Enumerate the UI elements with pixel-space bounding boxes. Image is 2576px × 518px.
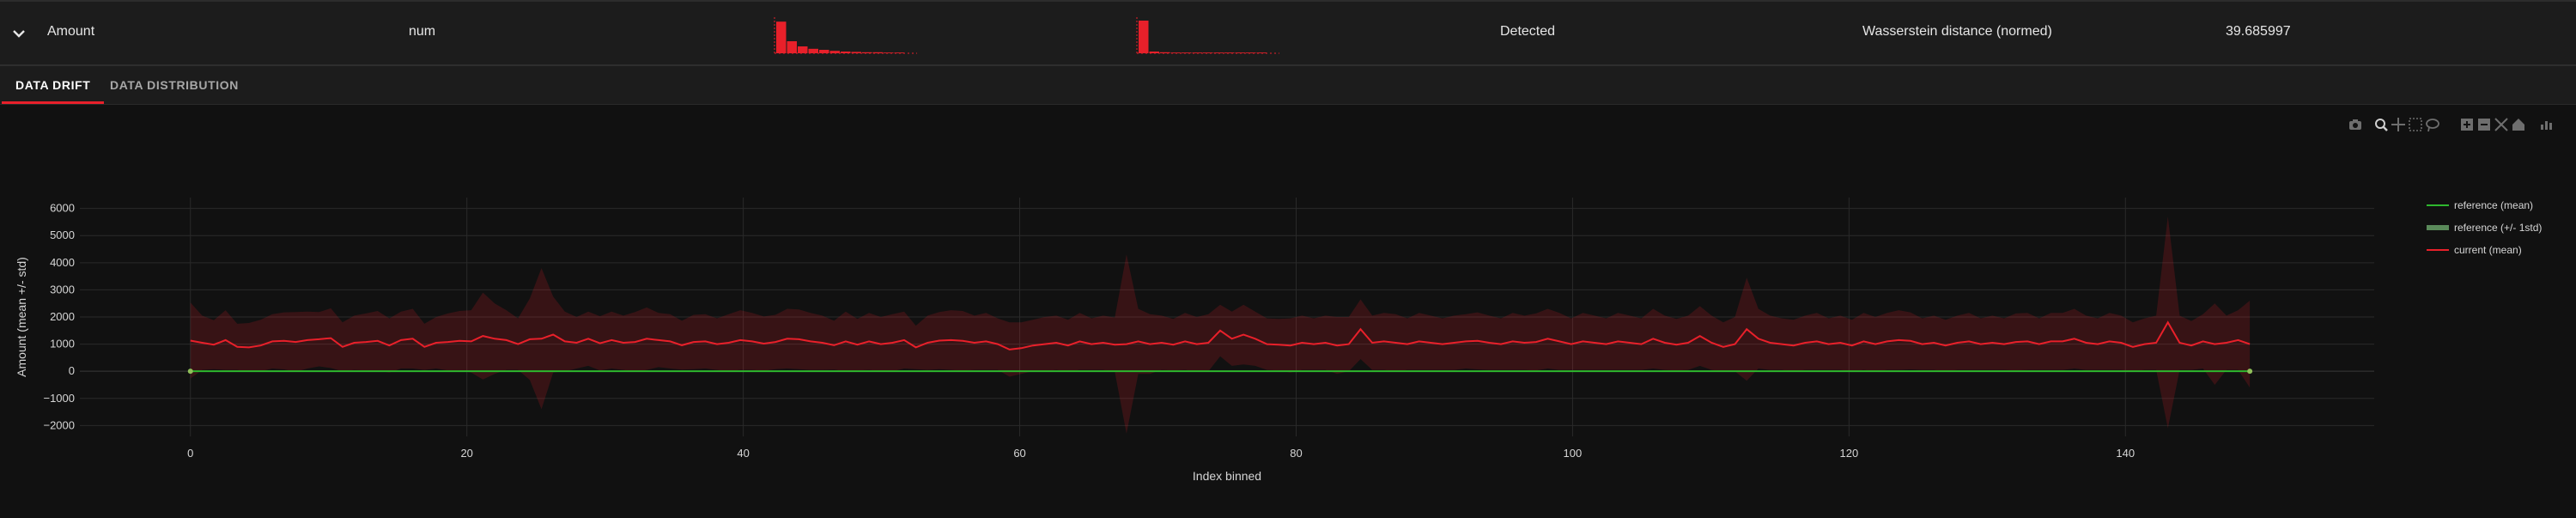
reference-hist-bar: [776, 21, 787, 53]
reference-mean-markers: [187, 369, 2253, 375]
current-hist-bar: [1256, 52, 1267, 53]
x-axis-label: Index binned: [1193, 469, 1261, 483]
feature-name: Amount: [47, 24, 95, 39]
plot-modebar: [2348, 117, 2562, 134]
chevron-down-icon[interactable]: [10, 24, 27, 43]
camera-icon[interactable]: [2348, 117, 2363, 132]
y-tick-label: 3000: [50, 283, 75, 296]
current-hist-bar: [1246, 52, 1256, 53]
legend-label[interactable]: reference (+/- 1std): [2454, 222, 2542, 234]
reference-hist-bar: [894, 52, 904, 53]
x-tick-label: 100: [1564, 447, 1583, 460]
reference-hist-bar: [798, 46, 808, 53]
y-tick-label: 2000: [50, 310, 75, 323]
tab-data-drift[interactable]: DATA DRIFT: [2, 66, 105, 104]
current-hist-bar: [1213, 52, 1224, 53]
y-tick-label: 0: [69, 364, 75, 377]
tab-bar: DATA DRIFT DATA DISTRIBUTION: [0, 66, 2576, 105]
x-tick-label: 0: [187, 447, 193, 460]
legend-swatch[interactable]: [2427, 225, 2449, 230]
zoom-out-icon[interactable]: [2476, 117, 2492, 132]
reference-hist-bar: [841, 52, 851, 53]
current-hist-bar: [1160, 52, 1170, 53]
stattest-name: Wasserstein distance (normed): [1862, 24, 2052, 39]
reference-hist-bar: [829, 51, 840, 53]
current-hist-bar: [1170, 52, 1181, 53]
current-hist-bar: [1203, 52, 1213, 53]
autoscale-icon[interactable]: [2494, 117, 2509, 132]
drift-score: 39.685997: [2226, 24, 2291, 39]
x-tick-label: 60: [1013, 447, 1025, 460]
plotly-logo-icon[interactable]: [2538, 117, 2554, 132]
current-hist-bar: [1224, 52, 1235, 53]
box-select-icon[interactable]: [2408, 117, 2423, 132]
drift-status: Detected: [1500, 24, 1556, 39]
current-hist-bar: [1182, 52, 1192, 53]
y-tick-label: −2000: [43, 418, 75, 431]
current-distribution-sparkline: [1136, 17, 1279, 54]
reference-mean-point: [187, 369, 193, 375]
reference-mean-point: [2247, 369, 2253, 375]
current-std-band: [190, 216, 2251, 434]
x-tick-label: 120: [1839, 447, 1858, 460]
reset-axes-icon[interactable]: [2511, 117, 2526, 132]
reference-hist-bar: [872, 52, 883, 53]
feature-type: num: [409, 24, 436, 39]
x-tick-labels: 0 20 40 60 80 100 120 140: [187, 447, 2135, 460]
y-tick-labels: −2000 −1000 0 1000 2000 3000 4000 5000 6000: [43, 202, 75, 432]
y-axis-label: Amount (mean +/- std): [15, 257, 28, 377]
data-drift-chart: 0 20 40 60 80 100 120 140 −2000 −1000 0 1000 2000 30…: [15, 198, 2542, 483]
x-tick-label: 40: [737, 447, 749, 460]
zoom-in-icon[interactable]: [2459, 117, 2475, 132]
zoom-icon[interactable]: [2373, 117, 2389, 132]
legend-label[interactable]: reference (mean): [2454, 199, 2533, 211]
x-tick-label: 80: [1290, 447, 1302, 460]
current-hist-bar: [1235, 52, 1245, 53]
reference-distribution-sparkline: [774, 17, 917, 54]
reference-hist-bar: [862, 52, 872, 53]
x-tick-label: 20: [460, 447, 472, 460]
x-tick-label: 140: [2116, 447, 2135, 460]
y-tick-label: 4000: [50, 256, 75, 269]
y-tick-label: −1000: [43, 392, 75, 405]
reference-hist-bar: [808, 48, 818, 53]
y-tick-label: 1000: [50, 338, 75, 350]
pan-icon[interactable]: [2391, 117, 2406, 132]
reference-hist-bar: [884, 52, 894, 53]
current-mean-line: [190, 320, 2251, 350]
lasso-icon[interactable]: [2425, 117, 2440, 132]
current-hist-bar: [1149, 52, 1159, 53]
current-hist-bar: [1139, 21, 1149, 53]
chart-legend[interactable]: reference (mean) reference (+/- 1std) curr…: [2427, 199, 2542, 256]
y-tick-label: 6000: [50, 202, 75, 215]
tab-data-distribution[interactable]: DATA DISTRIBUTION: [110, 78, 239, 92]
legend-label[interactable]: current (mean): [2454, 244, 2522, 256]
y-tick-label: 5000: [50, 229, 75, 241]
current-hist-bar: [1192, 52, 1202, 53]
reference-hist-bar: [851, 52, 861, 53]
feature-summary-row[interactable]: Amount num Detected Wasserstein distance…: [0, 0, 2576, 66]
reference-hist-bar: [787, 41, 797, 53]
reference-hist-bar: [819, 50, 829, 53]
